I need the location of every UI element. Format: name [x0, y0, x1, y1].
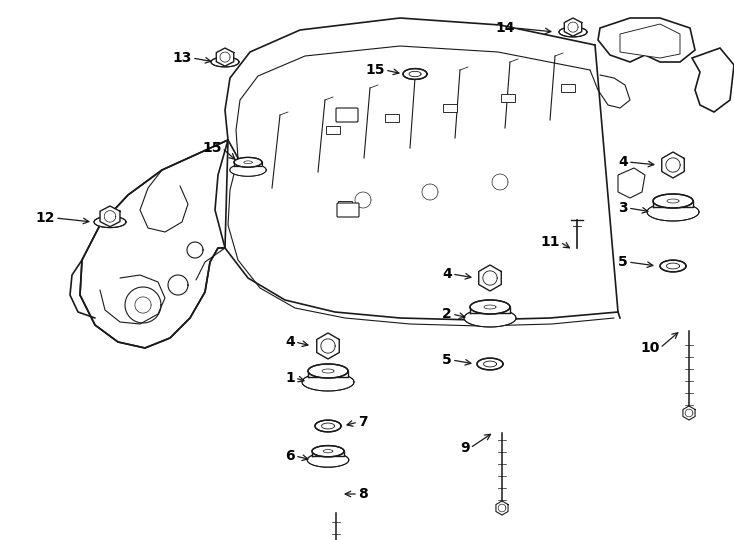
Text: 3: 3 — [618, 201, 628, 215]
Text: 4: 4 — [286, 335, 295, 349]
Polygon shape — [312, 451, 344, 456]
Text: 4: 4 — [618, 155, 628, 169]
Polygon shape — [683, 406, 695, 420]
Polygon shape — [620, 24, 680, 58]
Polygon shape — [234, 157, 262, 167]
FancyBboxPatch shape — [337, 203, 359, 217]
Bar — [385, 114, 399, 122]
Polygon shape — [653, 194, 693, 208]
Bar — [501, 94, 515, 102]
Polygon shape — [647, 203, 699, 221]
Polygon shape — [559, 27, 587, 37]
Polygon shape — [100, 206, 120, 227]
Bar — [326, 126, 340, 134]
Bar — [561, 84, 575, 92]
Polygon shape — [598, 18, 695, 62]
Text: 1: 1 — [286, 371, 295, 385]
Polygon shape — [470, 307, 510, 313]
Text: 15: 15 — [366, 63, 385, 77]
Polygon shape — [317, 333, 339, 359]
Polygon shape — [308, 364, 348, 378]
Text: 9: 9 — [460, 441, 470, 455]
Text: 4: 4 — [443, 267, 452, 281]
Polygon shape — [230, 164, 266, 176]
Text: 5: 5 — [443, 353, 452, 367]
Polygon shape — [315, 420, 341, 432]
Text: 7: 7 — [358, 415, 368, 429]
Text: 5: 5 — [618, 255, 628, 269]
Polygon shape — [80, 140, 228, 348]
Polygon shape — [308, 371, 348, 376]
Polygon shape — [403, 69, 427, 79]
Text: 11: 11 — [540, 235, 560, 249]
Polygon shape — [496, 501, 508, 515]
Polygon shape — [94, 217, 126, 227]
Polygon shape — [308, 453, 349, 467]
Polygon shape — [312, 446, 344, 457]
Polygon shape — [564, 18, 582, 36]
Polygon shape — [217, 48, 233, 66]
Text: 15: 15 — [203, 141, 222, 155]
Text: 10: 10 — [641, 341, 660, 355]
Polygon shape — [479, 265, 501, 291]
FancyBboxPatch shape — [336, 108, 358, 122]
Text: 14: 14 — [495, 21, 515, 35]
Polygon shape — [477, 358, 503, 370]
Text: 2: 2 — [443, 307, 452, 321]
Polygon shape — [662, 152, 684, 178]
Text: 6: 6 — [286, 449, 295, 463]
Polygon shape — [660, 260, 686, 272]
Polygon shape — [234, 163, 262, 166]
Text: 12: 12 — [35, 211, 55, 225]
Polygon shape — [470, 300, 510, 314]
Bar — [443, 104, 457, 112]
Polygon shape — [211, 57, 239, 67]
Polygon shape — [618, 168, 645, 198]
Polygon shape — [653, 201, 693, 207]
Polygon shape — [464, 309, 516, 327]
Text: 8: 8 — [358, 487, 368, 501]
Text: 13: 13 — [172, 51, 192, 65]
Polygon shape — [302, 373, 354, 391]
Polygon shape — [692, 48, 734, 112]
Bar — [338, 201, 352, 209]
